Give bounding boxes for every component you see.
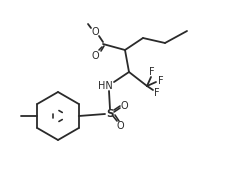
Text: O: O [116,121,124,131]
Text: F: F [158,76,164,86]
Text: O: O [91,51,99,61]
Text: O: O [91,27,99,37]
Text: S: S [106,109,114,119]
Text: O: O [120,101,128,111]
Text: HN: HN [98,81,112,91]
Text: F: F [154,88,160,98]
Text: F: F [149,67,155,77]
